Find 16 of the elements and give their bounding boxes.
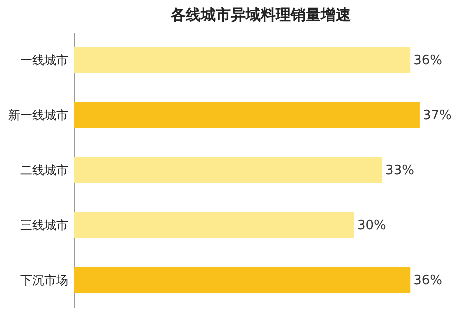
- bar: [74, 102, 420, 128]
- bar: [74, 48, 411, 74]
- bar: [74, 158, 383, 184]
- data-label: 30%: [358, 218, 386, 234]
- data-label: 33%: [386, 164, 414, 178]
- bar: [74, 268, 411, 294]
- y-tick-label: 二线城市: [20, 164, 68, 178]
- data-label: 36%: [414, 54, 443, 68]
- y-tick-label: 新一线城市: [8, 108, 68, 122]
- y-tick-label: 一线城市: [20, 54, 68, 68]
- data-label: 36%: [414, 274, 443, 288]
- data-label: 37%: [422, 108, 452, 124]
- y-tick-label: 下沉市场: [20, 274, 68, 288]
- bar: [74, 212, 354, 238]
- chart-title: 各线城市异域料理销量增速: [170, 6, 352, 24]
- y-tick-label: 三线城市: [20, 218, 68, 232]
